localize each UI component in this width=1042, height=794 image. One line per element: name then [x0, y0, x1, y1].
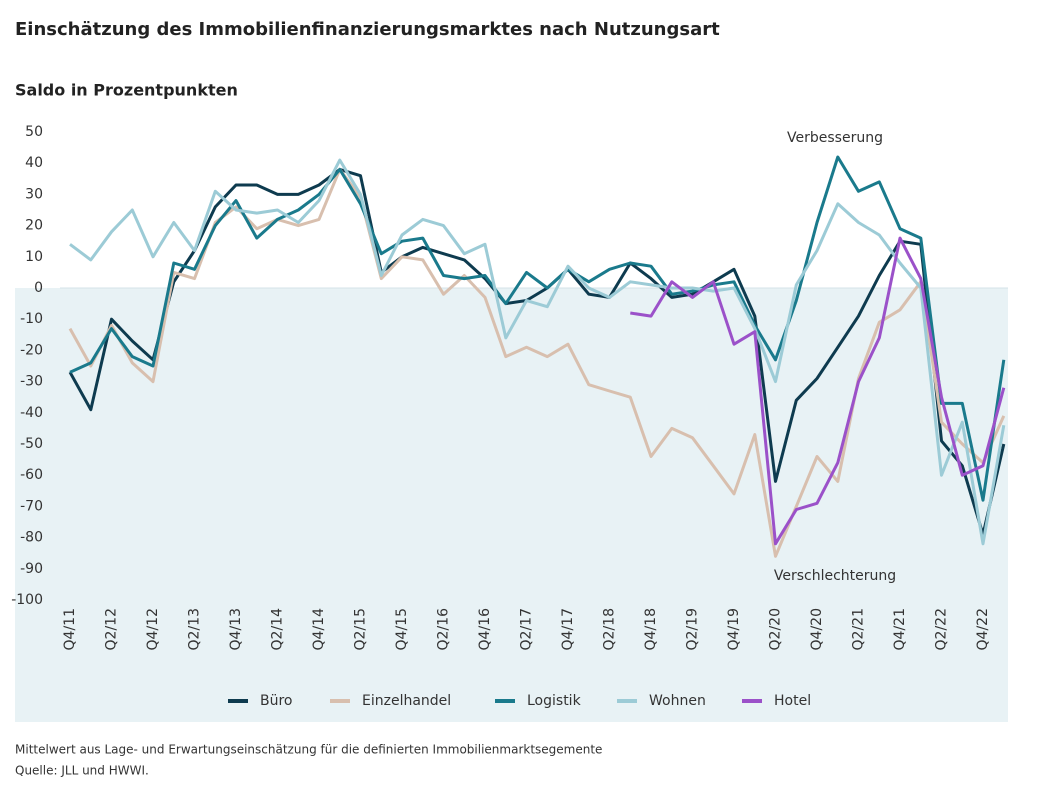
x-tick-label: Q4/16 — [477, 608, 493, 651]
y-tick-label: 20 — [25, 218, 43, 234]
legend-label: Wohnen — [649, 693, 706, 709]
x-tick-label: Q4/17 — [560, 608, 576, 650]
y-tick-label: -50 — [20, 436, 43, 452]
x-tick-label: Q4/20 — [809, 608, 825, 650]
x-tick-label: Q4/12 — [145, 608, 161, 650]
y-tick-label: 40 — [25, 155, 43, 171]
annotation: Verschlechterung — [774, 568, 896, 584]
legend-label: Einzelhandel — [362, 693, 451, 709]
y-tick-label: -80 — [20, 530, 43, 546]
x-tick-label: Q2/15 — [353, 608, 369, 650]
chart-subtitle: Saldo in Prozentpunkten — [15, 81, 238, 100]
y-tick-label: 0 — [34, 280, 43, 296]
x-tick-label: Q2/20 — [768, 608, 784, 650]
y-tick-label: 30 — [25, 186, 43, 202]
x-tick-label: Q4/15 — [394, 608, 410, 650]
legend-label: Hotel — [774, 693, 811, 709]
footnote: Quelle: JLL und HWWI. — [15, 764, 149, 778]
series-line — [630, 236, 1006, 546]
y-tick-label: -60 — [20, 467, 43, 483]
x-tick-label: Q4/22 — [975, 608, 991, 650]
y-tick-label: -10 — [20, 311, 43, 327]
x-tick-label: Q2/14 — [270, 608, 286, 651]
x-tick-label: Q4/14 — [311, 608, 327, 651]
y-tick-label: 10 — [25, 249, 43, 265]
x-tick-label: Q4/19 — [726, 608, 742, 650]
y-tick-label: -90 — [20, 561, 43, 577]
x-tick-label: Q2/21 — [851, 608, 867, 650]
x-tick-label: Q4/11 — [62, 608, 78, 650]
x-tick-label: Q4/21 — [892, 608, 908, 650]
legend-label: Büro — [260, 693, 293, 709]
x-tick-label: Q4/18 — [643, 608, 659, 650]
y-tick-label: 50 — [25, 124, 43, 140]
y-tick-label: -20 — [20, 342, 43, 358]
x-tick-label: Q4/13 — [228, 608, 244, 650]
x-tick-label: Q2/18 — [602, 608, 618, 650]
x-tick-label: Q2/16 — [436, 608, 452, 651]
x-tick-label: Q2/22 — [934, 608, 950, 650]
series-line — [68, 167, 1006, 536]
annotation: Verbesserung — [787, 130, 883, 146]
negative-area — [15, 288, 1008, 722]
series-line — [69, 155, 1006, 502]
chart-title: Einschätzung des Immobilienfinanzierungs… — [15, 19, 720, 40]
y-tick-label: -70 — [20, 498, 43, 514]
x-tick-label: Q2/17 — [519, 608, 535, 650]
x-tick-label: Q2/12 — [104, 608, 120, 650]
footnote: Mittelwert aus Lage- und Erwartungseinsc… — [15, 743, 602, 757]
series-line — [69, 158, 1006, 546]
y-tick-label: -100 — [11, 592, 43, 608]
x-tick-label: Q2/13 — [187, 608, 203, 650]
y-tick-label: -30 — [20, 374, 43, 390]
legend-label: Logistik — [527, 693, 582, 709]
y-tick-label: -40 — [20, 405, 43, 421]
x-tick-label: Q2/19 — [685, 608, 701, 650]
